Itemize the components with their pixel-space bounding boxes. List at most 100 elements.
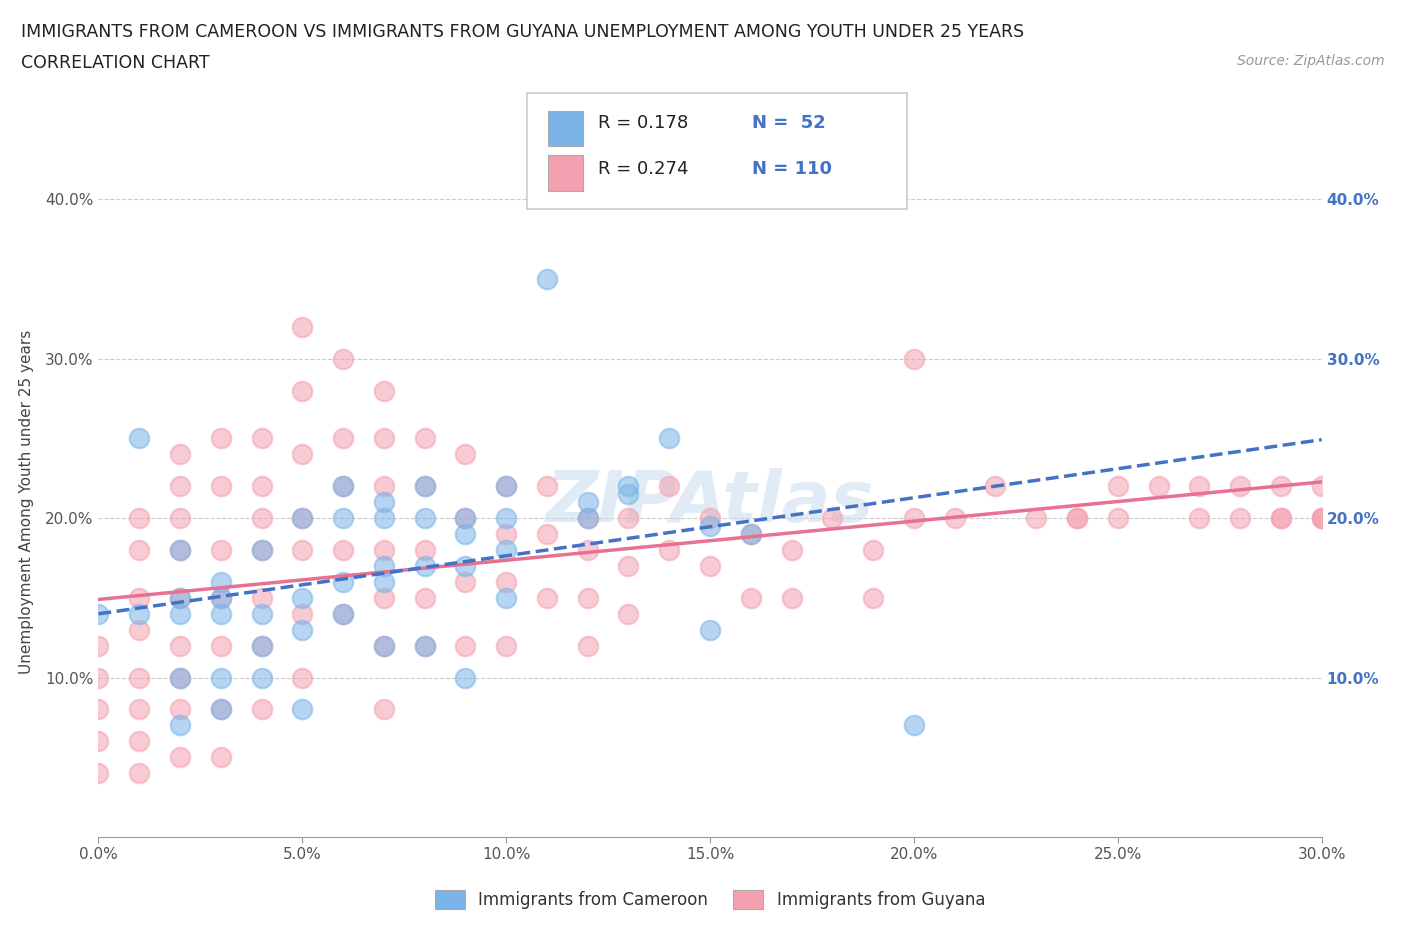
Point xyxy=(454,447,477,462)
Point xyxy=(454,671,477,685)
Point xyxy=(454,526,477,541)
Point xyxy=(87,734,110,749)
Point xyxy=(87,606,110,621)
Point xyxy=(332,606,354,621)
Y-axis label: Unemployment Among Youth under 25 years: Unemployment Among Youth under 25 years xyxy=(18,330,34,674)
Point xyxy=(903,352,925,366)
Point xyxy=(291,511,314,525)
Point xyxy=(291,511,314,525)
Point xyxy=(495,526,517,541)
Point xyxy=(332,542,354,557)
Text: R = 0.178: R = 0.178 xyxy=(598,114,688,132)
Point xyxy=(291,319,314,334)
Point xyxy=(332,352,354,366)
Point xyxy=(87,765,110,780)
Point xyxy=(128,765,150,780)
Point xyxy=(373,542,395,557)
Point xyxy=(250,606,273,621)
Point xyxy=(617,511,640,525)
Point xyxy=(373,559,395,574)
Point xyxy=(250,479,273,494)
Text: Source: ZipAtlas.com: Source: ZipAtlas.com xyxy=(1237,54,1385,68)
Point xyxy=(943,511,966,525)
Point xyxy=(1310,479,1333,494)
Point xyxy=(658,479,681,494)
Point xyxy=(250,431,273,445)
Point xyxy=(209,479,232,494)
Point xyxy=(373,702,395,717)
Point xyxy=(250,671,273,685)
Point xyxy=(291,447,314,462)
Point xyxy=(169,479,191,494)
Point xyxy=(1270,511,1292,525)
Point xyxy=(1066,511,1088,525)
Point xyxy=(209,542,232,557)
Text: IMMIGRANTS FROM CAMEROON VS IMMIGRANTS FROM GUYANA UNEMPLOYMENT AMONG YOUTH UNDE: IMMIGRANTS FROM CAMEROON VS IMMIGRANTS F… xyxy=(21,23,1024,41)
Point xyxy=(862,591,884,605)
Point xyxy=(454,575,477,590)
Point xyxy=(413,511,436,525)
Point xyxy=(821,511,844,525)
Point xyxy=(617,559,640,574)
Text: R = 0.274: R = 0.274 xyxy=(598,160,688,178)
Point xyxy=(536,526,558,541)
Point xyxy=(87,702,110,717)
Point xyxy=(169,702,191,717)
Text: N = 110: N = 110 xyxy=(752,160,832,178)
Point xyxy=(209,671,232,685)
Point xyxy=(87,671,110,685)
Point xyxy=(413,559,436,574)
Point xyxy=(128,606,150,621)
Point xyxy=(454,511,477,525)
Point xyxy=(1310,511,1333,525)
Point xyxy=(413,638,436,653)
Point xyxy=(169,542,191,557)
Point xyxy=(617,606,640,621)
Point xyxy=(454,638,477,653)
Point xyxy=(495,479,517,494)
Point xyxy=(209,702,232,717)
Point xyxy=(903,511,925,525)
Point xyxy=(250,542,273,557)
Point xyxy=(332,575,354,590)
Point xyxy=(373,479,395,494)
Point xyxy=(780,591,803,605)
Point xyxy=(617,479,640,494)
Point xyxy=(373,495,395,510)
Point xyxy=(699,559,721,574)
Point xyxy=(413,591,436,605)
Point xyxy=(699,622,721,637)
Point xyxy=(1107,479,1129,494)
Point xyxy=(1270,479,1292,494)
Point xyxy=(576,591,599,605)
Point xyxy=(209,750,232,764)
Point xyxy=(128,702,150,717)
Point xyxy=(373,383,395,398)
Point xyxy=(1270,511,1292,525)
Point xyxy=(169,591,191,605)
Point xyxy=(209,591,232,605)
Point xyxy=(250,638,273,653)
Point xyxy=(576,495,599,510)
Point xyxy=(413,431,436,445)
Point xyxy=(332,606,354,621)
Point xyxy=(332,511,354,525)
Point xyxy=(209,431,232,445)
Point xyxy=(373,431,395,445)
Point xyxy=(617,486,640,501)
Point xyxy=(169,671,191,685)
Point xyxy=(128,542,150,557)
Point xyxy=(413,638,436,653)
Point xyxy=(128,671,150,685)
Point xyxy=(128,511,150,525)
Text: CORRELATION CHART: CORRELATION CHART xyxy=(21,54,209,72)
Point xyxy=(740,526,762,541)
Point xyxy=(169,638,191,653)
Point xyxy=(1310,511,1333,525)
Point xyxy=(495,479,517,494)
Point xyxy=(169,447,191,462)
Point xyxy=(536,272,558,286)
Point xyxy=(332,431,354,445)
Point xyxy=(128,734,150,749)
Point xyxy=(373,575,395,590)
